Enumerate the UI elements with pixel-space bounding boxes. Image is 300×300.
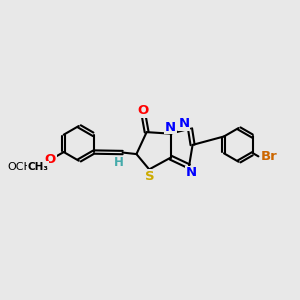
Text: O: O: [45, 153, 56, 166]
Text: N: N: [165, 121, 176, 134]
Text: O: O: [137, 104, 149, 117]
Text: N: N: [178, 117, 190, 130]
Text: H: H: [114, 156, 124, 169]
Text: Br: Br: [260, 150, 277, 163]
Text: CH₃: CH₃: [28, 162, 49, 172]
Text: S: S: [145, 169, 154, 182]
Text: N: N: [186, 167, 197, 179]
Text: OCH₃: OCH₃: [8, 162, 37, 172]
